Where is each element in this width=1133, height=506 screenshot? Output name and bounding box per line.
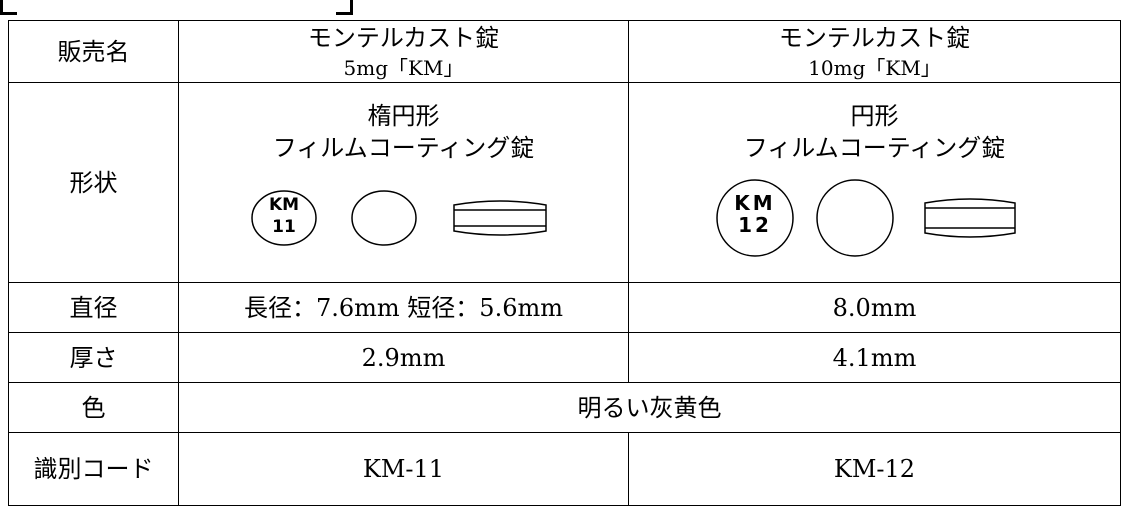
cell: 明るい灰黄色	[178, 382, 1121, 433]
cell-text: 円形	[850, 101, 899, 130]
cell-text: 8.0mm	[832, 293, 917, 322]
tablet-back	[815, 178, 894, 257]
tablet-front	[715, 178, 794, 257]
table-row: 直径 長径：7.6mm 短径：5.6mm 8.0mm	[8, 282, 1121, 333]
cell: 長径：7.6mm 短径：5.6mm	[178, 282, 629, 333]
cell-text: 10mg「KM」	[808, 55, 941, 80]
imprint: 11	[272, 217, 296, 237]
table-row: 形状 楕円形 フィルムコーティング錠 KM 11 円形 フィルムコーティング錠 KM 12	[8, 82, 1121, 283]
imprint: KM	[268, 195, 298, 215]
table-row: 厚さ 2.9mm 4.1mm	[8, 332, 1121, 383]
bracket-right	[336, 0, 353, 15]
cell: 円形フィルムコーティング錠 KM 12	[628, 82, 1121, 283]
tablet-side	[923, 197, 1016, 238]
cell-text: KM-12	[833, 455, 916, 483]
cell: 2.9mm	[178, 332, 629, 383]
cell-text: 4.1mm	[832, 343, 917, 372]
cell: モンテルカスト錠 10mg「KM」	[628, 20, 1121, 83]
table-row: 色 明るい灰黄色	[8, 382, 1121, 433]
bracket-left	[0, 0, 17, 15]
imprint: KM	[734, 191, 775, 215]
row-label: 厚さ	[8, 332, 179, 383]
cell-text: フィルムコーティング錠	[743, 133, 1006, 162]
cell: モンテルカスト錠 5mg「KM」	[178, 20, 629, 83]
cell: KM-11	[178, 432, 629, 506]
cell-text: 長径：7.6mm 短径：5.6mm	[244, 293, 563, 322]
cell-text: モンテルカスト錠	[778, 23, 971, 52]
cell: 楕円形フィルムコーティング錠 KM 11	[178, 82, 629, 283]
tablet-side	[452, 199, 547, 236]
row-label: 形状	[8, 82, 179, 283]
row-label: 販売名	[8, 20, 179, 83]
cell: 4.1mm	[628, 332, 1121, 383]
imprint: 12	[738, 213, 772, 237]
tablet-front	[250, 189, 317, 246]
cell-text: 2.9mm	[361, 343, 446, 372]
row-label: 識別コード	[8, 432, 179, 506]
cell-text: モンテルカスト錠	[307, 23, 500, 52]
row-label: 色	[8, 382, 179, 433]
cell: 8.0mm	[628, 282, 1121, 333]
cell-text: フィルムコーティング錠	[272, 133, 535, 162]
table-row: 識別コード KM-11 KM-12	[8, 432, 1121, 506]
cell: KM-12	[628, 432, 1121, 506]
table-row: 販売名 モンテルカスト錠 5mg「KM」 モンテルカスト錠 10mg「KM」	[8, 20, 1121, 83]
cell-text: 楕円形	[367, 101, 440, 130]
spec-table: 販売名 モンテルカスト錠 5mg「KM」 モンテルカスト錠 10mg「KM」 形状 楕円形フ…	[8, 20, 1121, 506]
tablet-back	[350, 189, 417, 246]
cell-text: 5mg「KM」	[343, 55, 464, 80]
cell-text: KM-11	[362, 455, 445, 483]
cell-text: 明るい灰黄色	[577, 393, 722, 422]
row-label: 直径	[8, 282, 179, 333]
